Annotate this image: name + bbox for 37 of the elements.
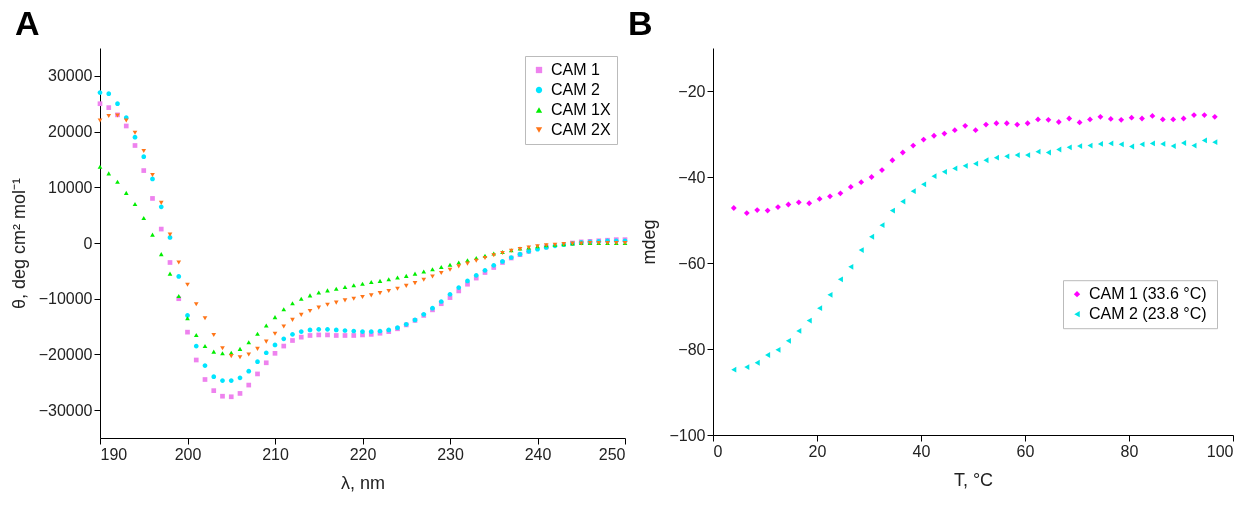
x-tick-label: 20 [808, 442, 827, 460]
y-tick-label: −20 [678, 82, 706, 100]
y-tick-label: −40 [678, 168, 706, 186]
legend-label: CAM 2 [551, 81, 600, 98]
legend-label: CAM 2X [551, 121, 611, 138]
x-tick-label: 60 [1016, 442, 1035, 460]
y-axis-title: mdeg [639, 219, 660, 265]
x-tick-label: 230 [437, 445, 464, 463]
x-tick-label: 240 [524, 445, 552, 463]
x-tick-label: 200 [174, 445, 202, 463]
x-tick-label: 0 [713, 442, 723, 460]
x-tick-label: 210 [262, 445, 289, 463]
legend-label: CAM 1 [551, 61, 600, 78]
x-axis-title: T, °C [953, 469, 994, 490]
y-tick-label: −100 [669, 426, 706, 444]
y-tick-label: −60 [678, 254, 706, 272]
y-axis-title: θ, deg cm² mol⁻¹ [8, 177, 29, 310]
y-tick-label: 10000 [48, 178, 93, 196]
y-tick-label: 30000 [48, 67, 93, 85]
x-tick-label: 190 [100, 445, 128, 463]
x-tick-label: 80 [1120, 442, 1139, 460]
x-axis-title: λ, nm [340, 472, 386, 493]
chart-title: B [628, 4, 653, 42]
y-tick-label: 0 [83, 234, 93, 252]
y-tick-label: −80 [678, 340, 706, 358]
legend-label: CAM 2 (23.8 °C) [1089, 305, 1207, 323]
y-tick-label: 20000 [48, 123, 93, 141]
y-tick-label: −10000 [38, 290, 93, 308]
y-tick-label: −30000 [38, 401, 93, 419]
x-tick-label: 220 [349, 445, 377, 463]
x-tick-label: 100 [1206, 442, 1234, 460]
x-tick-label: 40 [912, 442, 931, 460]
y-tick-label: −20000 [38, 345, 93, 363]
x-tick-label: 250 [598, 445, 626, 463]
legend-label: CAM 1 (33.6 °C) [1089, 285, 1207, 303]
chart-title: A [15, 4, 40, 42]
legend-label: CAM 1X [551, 101, 611, 118]
